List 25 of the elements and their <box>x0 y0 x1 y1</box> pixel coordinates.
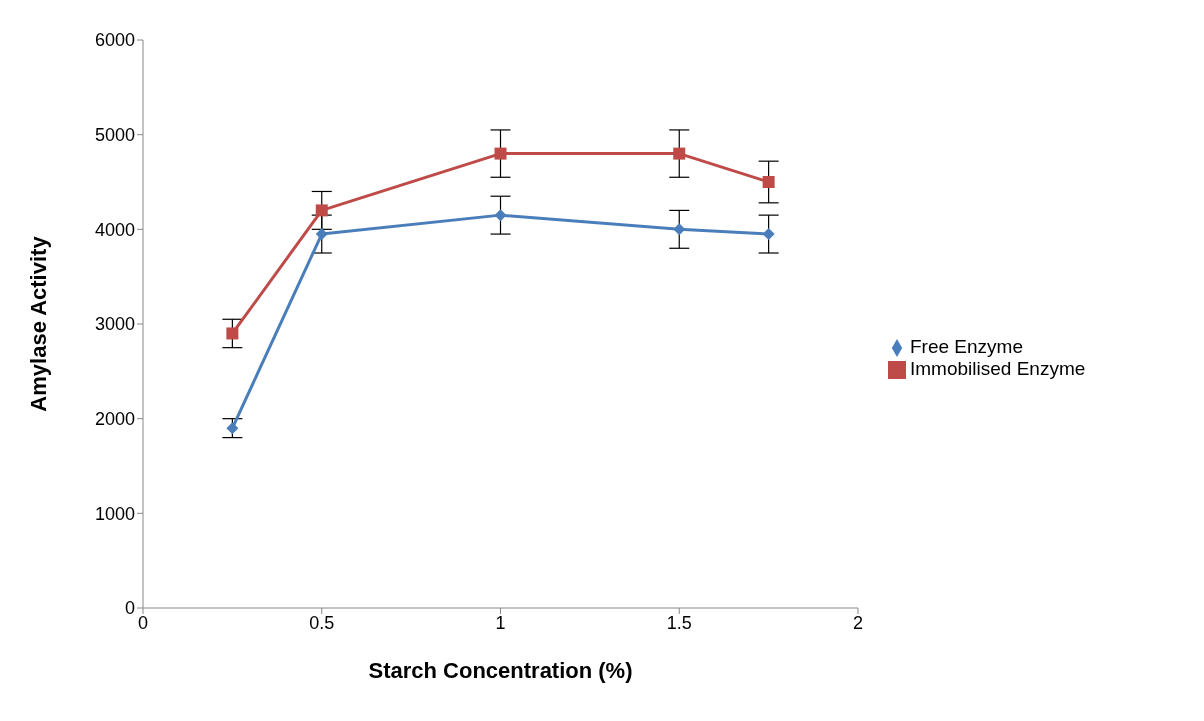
point <box>762 228 775 241</box>
point <box>673 147 686 160</box>
x-tick-label: 2 <box>852 612 864 633</box>
y-tick-label: 4000 <box>94 219 135 240</box>
point <box>315 228 328 241</box>
point <box>226 327 239 340</box>
x-tick-label: 0.5 <box>309 612 335 633</box>
point <box>762 176 775 188</box>
y-tick-label: 5000 <box>94 125 135 146</box>
y-tick-label: 0 <box>124 598 135 619</box>
point <box>494 147 507 160</box>
y-tick-label: 3000 <box>94 314 135 335</box>
legend-label: Free Enzyme <box>910 336 1023 357</box>
x-tick-label: 1 <box>495 612 506 633</box>
point <box>494 209 507 222</box>
x-tick-label: 0 <box>137 612 149 633</box>
y-tick-label: 6000 <box>94 30 135 51</box>
point <box>226 422 239 435</box>
x-axis-title: Starch Concentration (%) <box>368 658 633 683</box>
legend-label: Immobilised Enzyme <box>910 358 1086 379</box>
y-tick-label: 2000 <box>94 409 135 430</box>
x-tick-label: 1.5 <box>666 612 692 633</box>
y-axis-title: Amylase Activity <box>25 235 51 412</box>
y-tick-label: 1000 <box>94 503 135 524</box>
point <box>315 204 328 217</box>
